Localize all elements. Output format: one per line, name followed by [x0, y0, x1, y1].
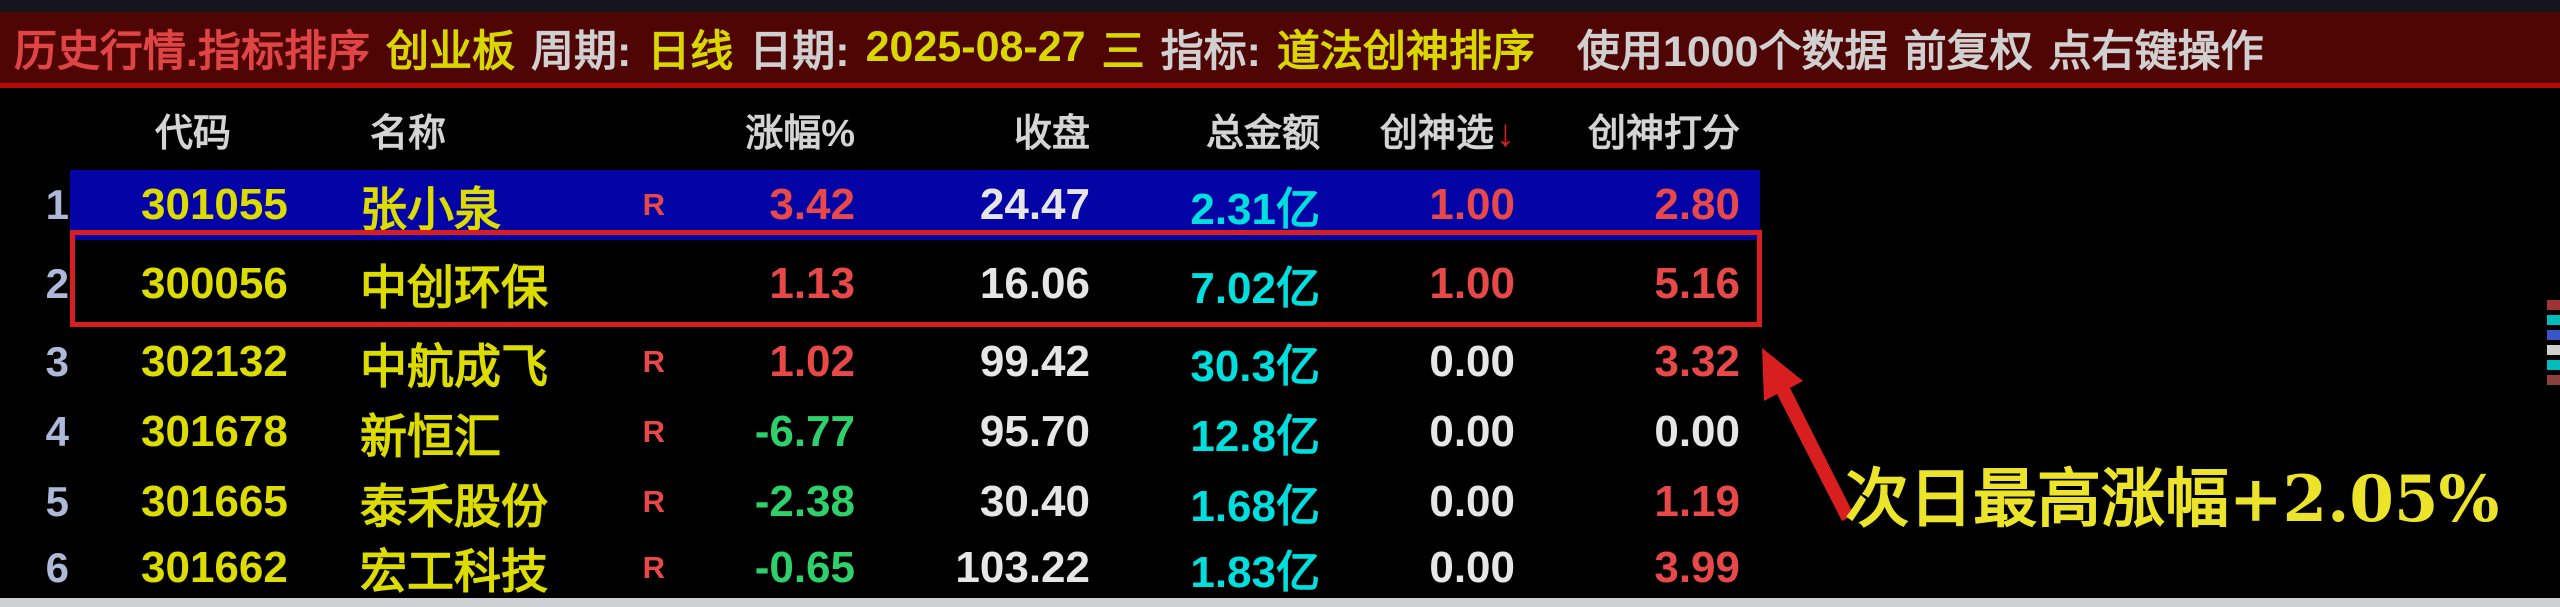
- cell-select: 1.00: [1429, 258, 1515, 308]
- table-row[interactable]: 6 301662 宏工科技 R -0.65 103.22 1.83亿 0.00 3.99: [0, 537, 1760, 599]
- right-edge-fragments: [2547, 300, 2560, 390]
- cell-index: 1: [45, 181, 69, 228]
- title-segment: 日线: [647, 27, 734, 76]
- cell-amount: 1.68亿: [1190, 482, 1320, 531]
- table-header-row: 代码 名称 涨幅% 收盘 总金额 创神选↓ 创神打分: [0, 88, 1760, 170]
- ranking-table: 代码 名称 涨幅% 收盘 总金额 创神选↓ 创神打分 1 301055 张小泉 R 3.…: [0, 88, 1760, 598]
- cell-name: 中航成飞: [360, 339, 548, 393]
- cell-index: 3: [45, 338, 69, 385]
- column-header-code[interactable]: 代码: [155, 112, 232, 155]
- column-header-select[interactable]: 创神选↓: [1320, 102, 1515, 157]
- title-segment: 历史行情.指标排序: [14, 27, 370, 76]
- cell-code: 300056: [141, 258, 288, 308]
- cell-change: -0.65: [754, 542, 855, 592]
- sort-desc-icon[interactable]: ↓: [1496, 112, 1515, 155]
- cell-change: 1.13: [769, 258, 855, 308]
- title-segment: 前复权: [1903, 27, 2033, 76]
- table-row[interactable]: 4 301678 新恒汇 R -6.77 95.70 12.8亿 0.00 0.00: [0, 397, 1760, 467]
- cell-close: 30.40: [979, 477, 1090, 526]
- cell-code: 302132: [141, 337, 288, 386]
- cell-score: 3.99: [1654, 542, 1740, 592]
- cell-select: 0.00: [1429, 542, 1515, 592]
- cell-index: 6: [45, 543, 69, 591]
- title-segment: 2025-08-27: [865, 23, 1086, 71]
- right-edge-fragment: [2547, 330, 2560, 340]
- cell-code: 301678: [141, 407, 288, 456]
- title-segment: 道法创神排序: [1276, 27, 1535, 76]
- cell-score: 1.19: [1654, 477, 1740, 526]
- cell-close: 16.06: [979, 258, 1090, 308]
- cell-amount: 12.8亿: [1190, 412, 1320, 461]
- cell-r: R: [642, 344, 665, 379]
- cell-close: 24.47: [979, 180, 1090, 229]
- cell-select: 0.00: [1429, 337, 1515, 386]
- cell-score: 0.00: [1654, 407, 1740, 456]
- cell-select: 0.00: [1429, 477, 1515, 526]
- cell-score: 2.80: [1654, 180, 1740, 229]
- cell-r: R: [642, 187, 665, 222]
- right-edge-fragment: [2547, 315, 2560, 325]
- cell-r: R: [642, 549, 665, 585]
- cell-select: 1.00: [1429, 180, 1515, 229]
- annotation-arrow-shape: [1762, 348, 1854, 521]
- right-edge-fragment: [2547, 345, 2560, 355]
- cell-code: 301662: [141, 542, 288, 592]
- title-segment: 指标:: [1160, 27, 1261, 76]
- cell-amount: 30.3亿: [1190, 342, 1320, 391]
- bottom-edge-bar: [0, 598, 2560, 607]
- cell-amount: 2.31亿: [1190, 185, 1320, 234]
- cell-name: 宏工科技: [360, 545, 548, 598]
- cell-change: -2.38: [754, 477, 855, 526]
- cell-name: 中创环保: [360, 261, 548, 314]
- cell-amount: 7.02亿: [1190, 263, 1320, 313]
- top-edge-strip: [0, 0, 2560, 12]
- cell-select: 0.00: [1429, 407, 1515, 456]
- cell-index: 2: [45, 259, 69, 307]
- title-segment: 周期:: [530, 27, 632, 76]
- title-segment: 日期:: [749, 27, 850, 76]
- column-header-name[interactable]: 名称: [370, 112, 447, 155]
- cell-score: 5.16: [1654, 258, 1740, 308]
- cell-name: 张小泉: [360, 182, 501, 236]
- cell-amount: 1.83亿: [1190, 547, 1320, 597]
- cell-close: 103.22: [955, 542, 1090, 592]
- title-segment: 三: [1101, 27, 1145, 76]
- title-segment: 使用1000个数据: [1576, 27, 1888, 76]
- table-row[interactable]: 5 301665 泰禾股份 R -2.38 30.40 1.68亿 0.00 1.19: [0, 467, 1760, 537]
- cell-name: 泰禾股份: [360, 479, 548, 533]
- cell-r: R: [642, 484, 665, 519]
- title-bar: 历史行情.指标排序 创业板 周期: 日线 日期: 2025-08-27 三指标: 道法创神排序…: [0, 12, 2560, 83]
- right-edge-fragment: [2547, 375, 2560, 385]
- title-divider: [0, 83, 2560, 88]
- title-segment: 点右键操作: [2048, 27, 2264, 76]
- cell-index: 5: [45, 478, 69, 525]
- title-segment: 创业板: [385, 27, 515, 76]
- cell-score: 3.32: [1654, 337, 1740, 386]
- column-header-score[interactable]: 创神打分: [1587, 112, 1740, 155]
- column-header-amount[interactable]: 总金额: [1205, 112, 1320, 155]
- cell-close: 95.70: [979, 407, 1090, 456]
- cell-change: 1.02: [769, 337, 855, 386]
- cell-close: 99.42: [979, 337, 1090, 386]
- cell-change: 3.42: [769, 180, 855, 229]
- right-edge-fragment: [2547, 300, 2560, 310]
- table-body: 1 301055 张小泉 R 3.42 24.47 2.31亿 1.00 2.80 2 300056…: [0, 170, 1760, 598]
- table-row[interactable]: 3 302132 中航成飞 R 1.02 99.42 30.3亿 0.00 3.32: [0, 327, 1760, 397]
- right-edge-fragment: [2547, 360, 2560, 370]
- column-header-change[interactable]: 涨幅%: [745, 112, 855, 155]
- cell-change: -6.77: [754, 407, 855, 456]
- annotation-text: 次日最高涨幅+2.05%: [1845, 462, 2500, 537]
- table-row[interactable]: 2 300056 中创环保 1.13 16.06 7.02亿 1.00 5.16: [0, 240, 1760, 327]
- cell-index: 4: [45, 408, 69, 455]
- column-header-select-label: 创神选: [1379, 112, 1494, 155]
- row-background: [70, 170, 1760, 240]
- column-header-close[interactable]: 收盘: [1013, 112, 1090, 155]
- table-row[interactable]: 1 301055 张小泉 R 3.42 24.47 2.31亿 1.00 2.80: [0, 170, 1760, 240]
- cell-r: R: [642, 414, 665, 449]
- cell-name: 新恒汇: [360, 409, 501, 463]
- cell-code: 301665: [141, 477, 288, 526]
- cell-code: 301055: [141, 180, 288, 229]
